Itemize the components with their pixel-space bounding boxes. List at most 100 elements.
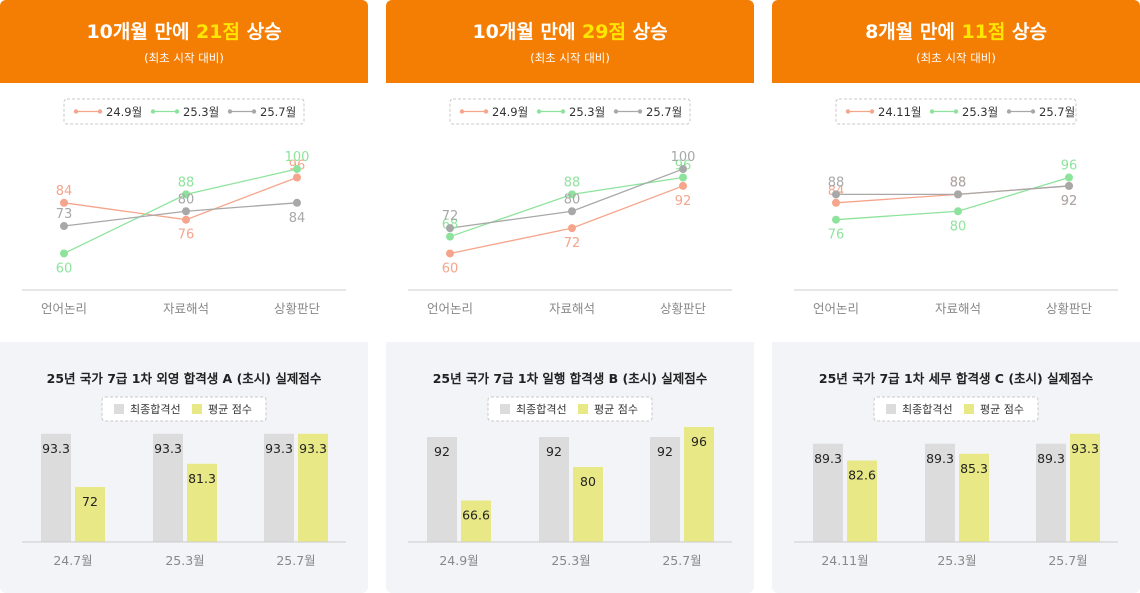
bar-cutoff — [153, 433, 183, 542]
bar-panel: 최종합격선 평균 점수 92 66.6 24.9월 92 80 25.3월 92 96 25.7월 … — [386, 342, 754, 593]
data-label: 84 — [56, 184, 73, 199]
legend-label: 25.3월 — [569, 105, 605, 119]
legend-dot — [637, 109, 643, 114]
legend-dot — [251, 109, 257, 114]
bar-average — [684, 427, 714, 542]
x-tick-label: 25.3월 — [937, 553, 976, 568]
bar-cutoff — [813, 443, 843, 542]
legend-dot — [227, 109, 233, 114]
bar-cutoff — [41, 433, 71, 542]
bar-value-label: 93.3 — [299, 441, 327, 456]
bar-panel: 최종합격선 평균 점수 89.3 82.6 24.11월 89.3 85.3 25.3월 89.… — [772, 342, 1140, 593]
legend-label: 최종합격선 — [902, 403, 953, 416]
title-highlight: 11점 — [961, 21, 1006, 43]
data-point — [1065, 173, 1073, 182]
title-suffix: 상승 — [239, 21, 282, 43]
legend-dot — [1030, 109, 1036, 114]
bar-value-label: 72 — [82, 494, 98, 509]
bar-value-label: 85.3 — [960, 461, 988, 476]
card-subtitle: (최초 시작 대비) — [916, 51, 996, 65]
x-tick-label: 언어논리 — [41, 301, 87, 316]
legend-swatch — [500, 404, 510, 414]
x-tick-label: 25.7월 — [1048, 553, 1087, 568]
x-tick-label: 25.3월 — [551, 553, 590, 568]
card-3: 8개월 만에 11점 상승 (최초 시작 대비) 24.11월 25.3월 25.7… — [772, 0, 1140, 593]
data-label: 76 — [828, 228, 845, 243]
card-title: 8개월 만에 11점 상승 — [772, 17, 1140, 44]
card-subtitle: (최초 시작 대비) — [530, 51, 610, 65]
bar-value-label: 89.3 — [926, 451, 954, 466]
data-point — [954, 207, 962, 216]
bar-value-label: 93.3 — [265, 441, 293, 456]
data-point — [679, 165, 687, 174]
x-tick-label: 상황판단 — [1046, 301, 1093, 316]
legend-label: 25.7월 — [260, 105, 296, 119]
legend-swatch — [114, 404, 124, 414]
legend-swatch — [578, 404, 588, 414]
title-suffix: 상승 — [1005, 21, 1047, 43]
data-label: 92 — [1061, 194, 1078, 209]
legend-dot — [953, 109, 959, 114]
bar-average — [298, 433, 328, 542]
data-point — [832, 198, 840, 207]
card-header: 10개월 만에 21점 상승 (최초 시작 대비) — [0, 0, 368, 83]
x-tick-label: 25.7월 — [662, 553, 701, 568]
x-tick-label: 25.3월 — [165, 553, 204, 568]
card-header: 10개월 만에 29점 상승 (최초 시작 대비) — [386, 0, 754, 83]
data-point — [182, 207, 190, 216]
data-label: 73 — [56, 207, 73, 222]
title-prefix: 10개월 만에 — [86, 21, 197, 43]
data-label: 100 — [671, 150, 696, 165]
legend-dot — [613, 109, 619, 114]
data-point — [568, 207, 576, 216]
card-subtitle: (최초 시작 대비) — [144, 51, 224, 65]
line-chart: 24.11월25.3월25.7월언어논리자료해석상황판단848892768096… — [794, 98, 1118, 316]
x-tick-label: 상황판단 — [274, 301, 321, 316]
data-point — [182, 215, 190, 224]
bar-cutoff — [650, 437, 680, 542]
x-tick-label: 언어논리 — [427, 301, 473, 316]
x-tick-label: 24.11월 — [821, 553, 868, 568]
bar-chart-title: 25년 국가 7급 1차 일행 합격생 B (초시) 실제점수 — [432, 371, 708, 386]
legend-dot — [483, 109, 489, 114]
bar-chart: 최종합격선 평균 점수 93.3 72 24.7월 93.3 81.3 25.3월 93.3 93… — [22, 396, 346, 568]
line-chart: 24.9월25.3월25.7월언어논리자료해석상황판단8476966088100… — [22, 98, 346, 316]
card-header: 8개월 만에 11점 상승 (최초 시작 대비) — [772, 0, 1140, 83]
x-tick-label: 24.7월 — [53, 553, 92, 568]
bar-value-label: 93.3 — [1071, 441, 1099, 456]
legend-dot — [869, 109, 875, 114]
bar-value-label: 93.3 — [154, 441, 182, 456]
data-point — [60, 198, 68, 207]
data-label: 92 — [675, 194, 692, 209]
x-tick-label: 자료해석 — [549, 301, 595, 316]
data-label: 100 — [285, 150, 310, 165]
bar-value-label: 89.3 — [1037, 451, 1065, 466]
data-label: 60 — [56, 261, 73, 276]
data-label: 80 — [950, 219, 967, 234]
data-point — [293, 198, 301, 207]
title-highlight: 21점 — [196, 21, 240, 43]
data-label: 76 — [178, 228, 195, 243]
bar-chart: 최종합격선 평균 점수 89.3 82.6 24.11월 89.3 85.3 25.3월 89.… — [794, 396, 1118, 568]
bar-average — [75, 487, 105, 542]
bar-value-label: 89.3 — [814, 451, 842, 466]
x-tick-label: 상황판단 — [660, 301, 707, 316]
data-label: 72 — [564, 236, 581, 251]
legend-dot — [560, 109, 566, 114]
x-tick-label: 자료해석 — [935, 301, 981, 316]
data-label: 88 — [828, 175, 845, 190]
card-title: 10개월 만에 29점 상승 — [386, 17, 754, 44]
data-point — [568, 190, 576, 199]
bar-chart-title: 25년 국가 7급 1차 외영 합격생 A (초시) 실제점수 — [46, 371, 322, 386]
data-point — [446, 232, 454, 241]
legend-dot — [459, 109, 465, 114]
data-point — [679, 173, 687, 182]
data-point — [832, 215, 840, 224]
legend-box — [101, 396, 267, 422]
legend-dot — [929, 109, 935, 114]
legend-label: 25.7월 — [1039, 105, 1075, 119]
bar-value-label: 66.6 — [462, 508, 490, 523]
legend-label: 25.3월 — [962, 105, 998, 119]
title-highlight: 29점 — [582, 21, 626, 43]
data-label: 80 — [178, 192, 195, 207]
